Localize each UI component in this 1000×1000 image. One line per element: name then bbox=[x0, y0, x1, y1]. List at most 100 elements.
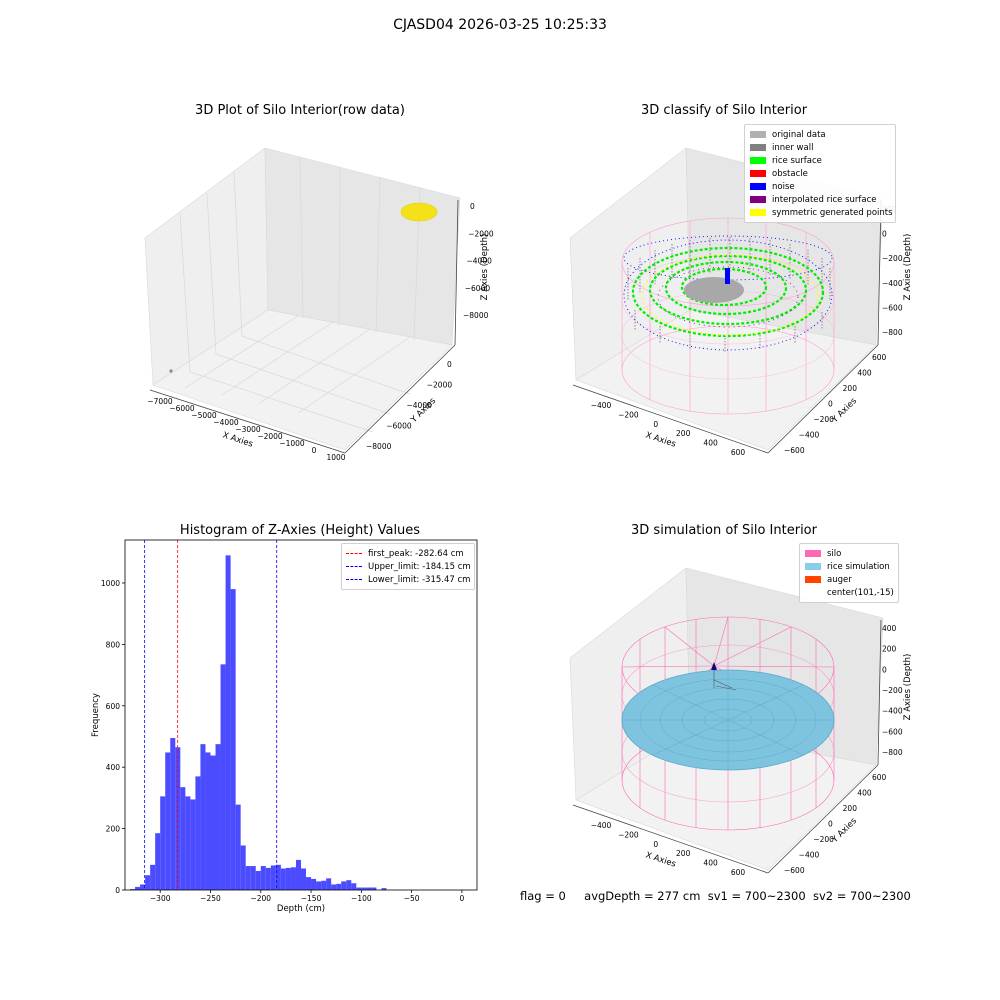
histogram-bar bbox=[321, 880, 327, 890]
classify-y-axis-label: Y Axies bbox=[829, 396, 859, 426]
histogram-bar bbox=[260, 866, 266, 890]
classify-legend-label: inner wall bbox=[772, 142, 814, 153]
histogram-bar bbox=[215, 744, 221, 890]
sim-rice-mesh bbox=[622, 670, 834, 770]
classify-symmetric-points bbox=[641, 254, 819, 336]
histogram-x-tick-label: −300 bbox=[150, 894, 171, 903]
classify-z-tick-label: 0 bbox=[882, 230, 887, 239]
histogram-y-tick-label: 0 bbox=[115, 886, 120, 895]
histogram-bar bbox=[220, 664, 226, 890]
sv1-text: sv1 = 700~2300 bbox=[707, 889, 806, 903]
sim-y-tick-label: −600 bbox=[784, 866, 805, 875]
classify-z-tick-label: −800 bbox=[882, 328, 903, 337]
sim-y-tick-label: −400 bbox=[799, 851, 820, 860]
histogram-bar bbox=[210, 755, 216, 890]
classify-x-tick-label: 400 bbox=[703, 439, 718, 448]
histogram-bar bbox=[200, 744, 206, 890]
raw-z-tick-label: −4000 bbox=[467, 257, 493, 266]
histogram-legend-label: first_peak: -282.64 cm bbox=[368, 548, 464, 559]
sim-legend-swatch bbox=[805, 550, 821, 557]
classify-panel-title: 3D classify of Silo Interior bbox=[640, 103, 808, 118]
classify-legend-label: original data bbox=[772, 129, 826, 140]
classify-y-tick-label: 600 bbox=[872, 353, 887, 362]
classify-noise-rings bbox=[623, 235, 833, 351]
sim-legend-item: auger bbox=[805, 573, 893, 586]
raw-y-tick-label: 0 bbox=[447, 360, 452, 369]
histogram-y-tick-label: 600 bbox=[106, 702, 121, 711]
sim-x-axis-label: X Axies bbox=[644, 850, 677, 869]
raw-x-tick-label: −4000 bbox=[213, 418, 239, 427]
histogram-y-label: Frequency bbox=[91, 693, 101, 737]
raw-x-tick-label: −1000 bbox=[279, 439, 305, 448]
classify-rice-surface bbox=[631, 246, 825, 338]
raw-z-tick-label: −8000 bbox=[463, 311, 489, 320]
raw-y-tick-label: −4000 bbox=[407, 401, 433, 410]
histogram-bar bbox=[170, 738, 176, 890]
classify-legend-item: inner wall bbox=[750, 141, 890, 154]
histogram-bar bbox=[130, 889, 136, 890]
histogram-bar bbox=[301, 868, 307, 890]
sim-legend-swatch bbox=[805, 563, 821, 570]
classify-legend-item: rice surface bbox=[750, 154, 890, 167]
sim-legend-item: rice simulation bbox=[805, 560, 893, 573]
sim-y-tick-label: 0 bbox=[828, 820, 833, 829]
classify-auger-noise bbox=[725, 268, 730, 284]
classify-legend: original data inner wall rice surface obsta… bbox=[744, 124, 896, 223]
sim-z-axis-label: Z Axies (Depth) bbox=[903, 654, 913, 721]
classify-x-tick-label: 0 bbox=[653, 420, 658, 429]
histogram-bar bbox=[240, 845, 246, 890]
histogram-x-tick-label: −100 bbox=[351, 894, 372, 903]
histogram-x-tick-label: −150 bbox=[301, 894, 322, 903]
histogram-y-tick-label: 400 bbox=[106, 763, 121, 772]
histogram-legend: first_peak: -282.64 cm Upper_limit: -184.… bbox=[341, 543, 475, 590]
histogram-bar bbox=[356, 887, 362, 890]
histogram-bar bbox=[285, 867, 291, 890]
avg-depth-text: avgDepth = 277 cm bbox=[584, 889, 701, 903]
sim-x-tick-label: 400 bbox=[703, 859, 718, 868]
sim-x-tick-label: 0 bbox=[653, 840, 658, 849]
classify-silo-wireframe bbox=[621, 217, 835, 415]
sim-center-marker bbox=[711, 662, 717, 670]
histogram-bar bbox=[150, 864, 156, 890]
classify-y-tick-label: −600 bbox=[784, 446, 805, 455]
sim-legend-label: auger bbox=[827, 574, 852, 585]
histogram-x-tick-label: −250 bbox=[200, 894, 221, 903]
histogram-legend-swatch bbox=[346, 553, 362, 554]
sim-z-tick-label: −600 bbox=[882, 727, 903, 736]
classify-legend-item: obstacle bbox=[750, 167, 890, 180]
histogram-frame bbox=[124, 539, 478, 891]
raw-origin-point bbox=[169, 369, 173, 373]
sim-panel-title: 3D simulation of Silo Interior bbox=[631, 523, 817, 538]
histogram-bar bbox=[195, 776, 201, 890]
sim-legend-swatch bbox=[805, 576, 821, 583]
sim-x-tick-label: −400 bbox=[591, 821, 612, 830]
histogram-bar bbox=[180, 787, 186, 890]
histogram-legend-label: Upper_limit: -184.15 cm bbox=[368, 561, 471, 572]
histogram-bar bbox=[245, 866, 251, 890]
classify-y-tick-label: 0 bbox=[828, 400, 833, 409]
sim-y-tick-label: −200 bbox=[813, 835, 834, 844]
classify-legend-label: symmetric generated points bbox=[772, 207, 893, 218]
histogram-bar bbox=[306, 877, 312, 890]
classify-legend-label: interpolated rice surface bbox=[772, 194, 877, 205]
classify-x-tick-label: −400 bbox=[591, 401, 612, 410]
histogram-legend-item: Lower_limit: -315.47 cm bbox=[346, 573, 470, 586]
classify-y-tick-label: −400 bbox=[799, 431, 820, 440]
classify-legend-swatch bbox=[750, 131, 766, 138]
histogram-bar bbox=[366, 887, 372, 890]
histogram-legend-label: Lower_limit: -315.47 cm bbox=[368, 574, 471, 585]
histogram-bar bbox=[351, 883, 357, 890]
classify-z-tick-label: −200 bbox=[882, 254, 903, 263]
histogram-bar bbox=[190, 799, 196, 890]
raw-y-tick-label: −8000 bbox=[366, 442, 392, 451]
status-line: flag = 0 avgDepth = 277 cm sv1 = 700~230… bbox=[520, 889, 911, 903]
sim-x-tick-label: 200 bbox=[676, 849, 691, 858]
classify-legend-label: obstacle bbox=[772, 168, 808, 179]
histogram-bar bbox=[205, 752, 211, 890]
classify-original-data-cluster bbox=[684, 277, 744, 303]
raw-point-cloud bbox=[400, 202, 438, 222]
histogram-x-tick-label: 0 bbox=[460, 894, 465, 903]
classify-legend-swatch bbox=[750, 157, 766, 164]
sim-z-tick-label: −400 bbox=[882, 707, 903, 716]
